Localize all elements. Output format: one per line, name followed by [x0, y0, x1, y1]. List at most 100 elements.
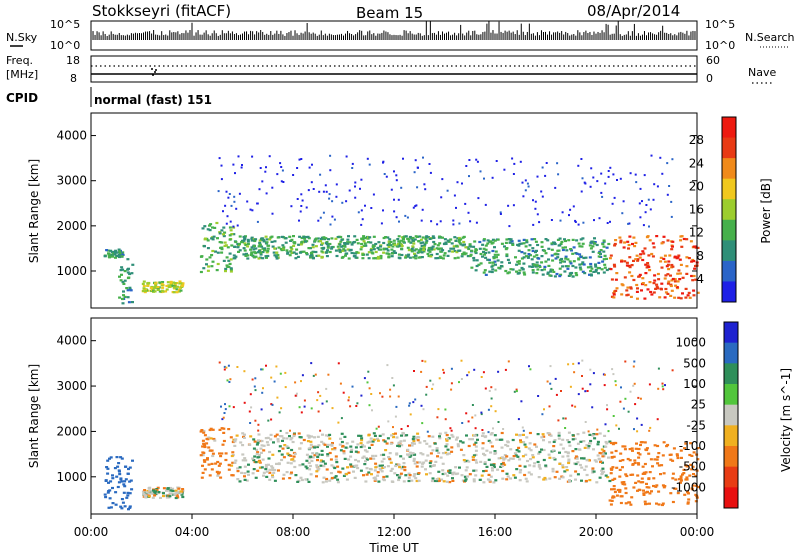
range-cell: [227, 259, 231, 262]
range-cell: [367, 251, 371, 254]
range-cell: [266, 250, 270, 253]
range-cell: [481, 432, 485, 435]
range-cell: [108, 256, 112, 259]
range-cell: [280, 435, 284, 438]
range-cell: [582, 431, 586, 434]
range-cell: [670, 215, 673, 218]
range-cell: [494, 250, 498, 253]
range-cell: [663, 277, 667, 280]
range-cell: [620, 386, 622, 389]
range-cell: [425, 442, 429, 445]
range-cell: [445, 480, 449, 483]
range-cell: [341, 445, 345, 448]
range-cell: [224, 204, 227, 207]
range-cell: [447, 240, 451, 243]
range-cell: [507, 360, 510, 363]
range-cell: [326, 454, 330, 458]
range-cell: [430, 253, 434, 256]
range-cell: [648, 281, 652, 284]
range-cell: [209, 427, 213, 430]
range-cell: [519, 160, 522, 163]
range-cell: [303, 237, 306, 240]
range-cell: [455, 251, 459, 254]
range-cell: [632, 486, 636, 489]
colorbar-tick-label: 12: [689, 226, 704, 240]
range-cell: [413, 462, 417, 465]
range-cell: [209, 449, 212, 452]
range-cell: [416, 439, 420, 442]
range-cell: [387, 242, 391, 245]
range-cell: [103, 255, 107, 258]
range-cell: [472, 455, 475, 459]
range-cell: [453, 257, 457, 260]
range-cell: [609, 268, 613, 271]
range-cell: [151, 489, 155, 492]
range-cell: [549, 270, 553, 273]
range-cell: [582, 440, 586, 443]
range-cell: [402, 238, 405, 241]
range-cell: [128, 272, 132, 276]
range-cell: [669, 458, 673, 461]
range-cell: [535, 272, 539, 275]
range-cell: [618, 490, 622, 493]
colorbar-swatch: [722, 158, 736, 180]
range-cell: [397, 235, 401, 238]
range-cell: [518, 269, 522, 272]
range-cell: [216, 237, 219, 240]
range-cell: [276, 396, 279, 399]
range-cell: [268, 471, 272, 474]
range-cell: [558, 267, 562, 270]
range-cell: [311, 163, 313, 166]
range-cell: [550, 254, 554, 257]
range-cell: [484, 273, 488, 276]
range-cell: [653, 458, 657, 461]
range-cell: [673, 296, 677, 299]
range-cell: [177, 487, 181, 490]
range-cell: [456, 181, 459, 184]
range-cell: [126, 296, 130, 299]
range-cell: [317, 254, 321, 257]
range-cell: [447, 437, 451, 440]
range-cell: [179, 289, 183, 292]
range-cell: [605, 268, 609, 272]
range-cell: [431, 235, 435, 238]
range-cell: [360, 394, 363, 397]
range-cell: [414, 257, 418, 260]
range-cell: [106, 249, 110, 252]
range-cell: [428, 472, 432, 475]
range-cell: [222, 259, 226, 262]
range-cell: [670, 289, 674, 292]
range-cell: [481, 243, 485, 246]
range-cell: [275, 251, 279, 254]
cpid-text: normal (fast) 151: [94, 93, 212, 107]
range-cell: [568, 444, 572, 447]
range-cell: [345, 155, 348, 158]
range-cell: [424, 360, 427, 363]
range-cell: [621, 466, 624, 469]
range-cell: [448, 471, 452, 474]
range-cell: [144, 289, 148, 292]
range-cell: [408, 404, 411, 407]
range-cell: [569, 474, 573, 477]
range-cell: [656, 455, 660, 459]
range-cell: [597, 272, 600, 275]
range-cell: [569, 208, 572, 211]
range-cell: [376, 439, 380, 442]
range-cell: [117, 253, 121, 256]
range-cell: [551, 449, 555, 452]
range-cell: [606, 404, 608, 407]
x-tick-label: 00:00: [680, 525, 715, 539]
range-cell: [616, 179, 618, 181]
range-cell: [497, 266, 501, 269]
range-cell: [395, 245, 399, 248]
range-cell: [537, 465, 541, 468]
range-cell: [374, 250, 378, 254]
range-cell: [554, 377, 557, 380]
range-cell: [262, 449, 266, 452]
range-cell: [386, 252, 390, 255]
range-cell: [661, 172, 664, 175]
range-cell: [620, 260, 623, 263]
range-cell: [289, 454, 293, 457]
range-cell: [120, 266, 124, 269]
range-cell: [120, 273, 123, 276]
